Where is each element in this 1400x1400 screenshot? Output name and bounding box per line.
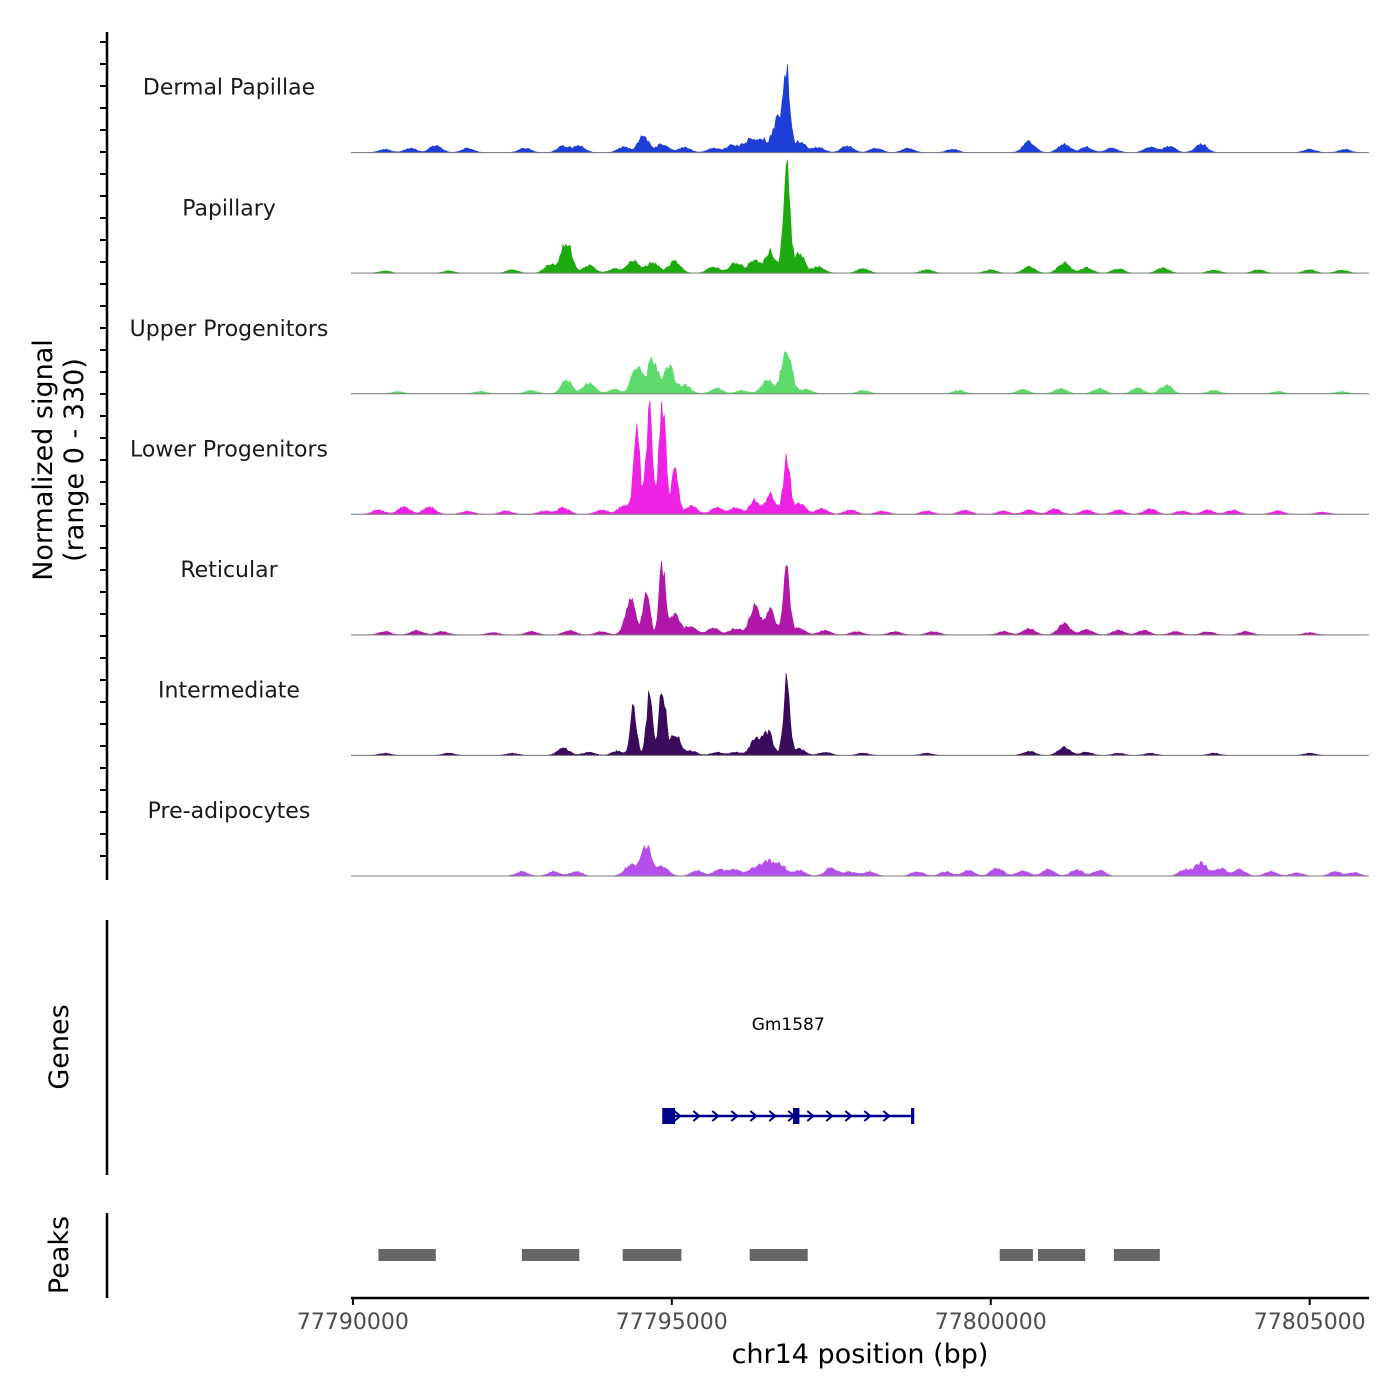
strand-arrow bbox=[768, 1110, 777, 1122]
track-reticular: Reticular bbox=[180, 558, 1369, 636]
x-tick-label: 77790000 bbox=[297, 1310, 409, 1335]
coverage-area bbox=[351, 400, 1368, 515]
strand-arrow bbox=[730, 1110, 739, 1122]
peaks-track bbox=[378, 1249, 1160, 1261]
track-label: Intermediate bbox=[158, 679, 300, 704]
coverage-area bbox=[351, 560, 1368, 636]
peak-region bbox=[378, 1249, 436, 1261]
gene-gm1587: Gm1587 bbox=[662, 1015, 915, 1124]
track-upper-progenitors: Upper Progenitors bbox=[130, 317, 1369, 395]
gene-exon bbox=[911, 1108, 915, 1124]
peaks-y-axis-title: Peaks bbox=[44, 1216, 75, 1294]
track-label: Dermal Papillae bbox=[143, 76, 315, 101]
gene-exon bbox=[793, 1108, 800, 1124]
coverage-tracks: Dermal Papillae Papillary Upper Progenitor… bbox=[130, 64, 1369, 877]
x-tick-label: 77795000 bbox=[616, 1310, 728, 1335]
gene-label: Gm1587 bbox=[752, 1015, 825, 1035]
strand-arrow bbox=[692, 1110, 701, 1122]
x-axis-title: chr14 position (bp) bbox=[732, 1339, 989, 1370]
peak-region bbox=[999, 1249, 1033, 1261]
peak-region bbox=[521, 1249, 580, 1261]
signal-y-axis-title: Normalized signal bbox=[28, 339, 59, 581]
strand-arrow bbox=[673, 1110, 682, 1122]
strand-arrow bbox=[711, 1110, 720, 1122]
track-label: Papillary bbox=[182, 196, 276, 221]
peak-region bbox=[749, 1249, 808, 1261]
coverage-area bbox=[351, 672, 1368, 756]
track-label: Lower Progenitors bbox=[130, 437, 328, 462]
signal-y-axis-ticks bbox=[100, 41, 107, 857]
strand-arrow bbox=[806, 1110, 815, 1122]
track-lower-progenitors: Lower Progenitors bbox=[130, 400, 1369, 515]
track-pre-adipocytes: Pre-adipocytes bbox=[148, 799, 1369, 877]
x-tick-label: 77805000 bbox=[1254, 1310, 1366, 1335]
coverage-area bbox=[351, 351, 1368, 394]
coverage-area bbox=[351, 64, 1368, 153]
track-intermediate: Intermediate bbox=[158, 672, 1369, 756]
strand-arrow bbox=[863, 1110, 872, 1122]
gene-exon bbox=[662, 1108, 676, 1124]
strand-arrow bbox=[825, 1110, 834, 1122]
peak-region bbox=[1113, 1249, 1160, 1261]
coverage-area bbox=[351, 844, 1368, 877]
coverage-area bbox=[351, 159, 1368, 274]
track-label: Pre-adipocytes bbox=[148, 799, 311, 824]
genes-track: Gm1587 bbox=[662, 1015, 915, 1124]
signal-y-axis-subtitle: (range 0 - 330) bbox=[59, 358, 90, 562]
strand-arrow bbox=[749, 1110, 758, 1122]
x-tick-label: 77800000 bbox=[935, 1310, 1047, 1335]
strand-arrow bbox=[844, 1110, 853, 1122]
x-axis-ticks: 77790000 77795000 77800000 77805000 bbox=[297, 1298, 1366, 1335]
track-dermal-papillae: Dermal Papillae bbox=[143, 64, 1369, 154]
track-label: Upper Progenitors bbox=[130, 317, 329, 342]
peak-region bbox=[1038, 1249, 1086, 1261]
track-papillary: Papillary bbox=[182, 159, 1369, 274]
track-label: Reticular bbox=[180, 558, 278, 583]
genes-y-axis-title: Genes bbox=[44, 1004, 75, 1089]
peak-region bbox=[622, 1249, 682, 1261]
strand-arrow bbox=[882, 1110, 891, 1122]
